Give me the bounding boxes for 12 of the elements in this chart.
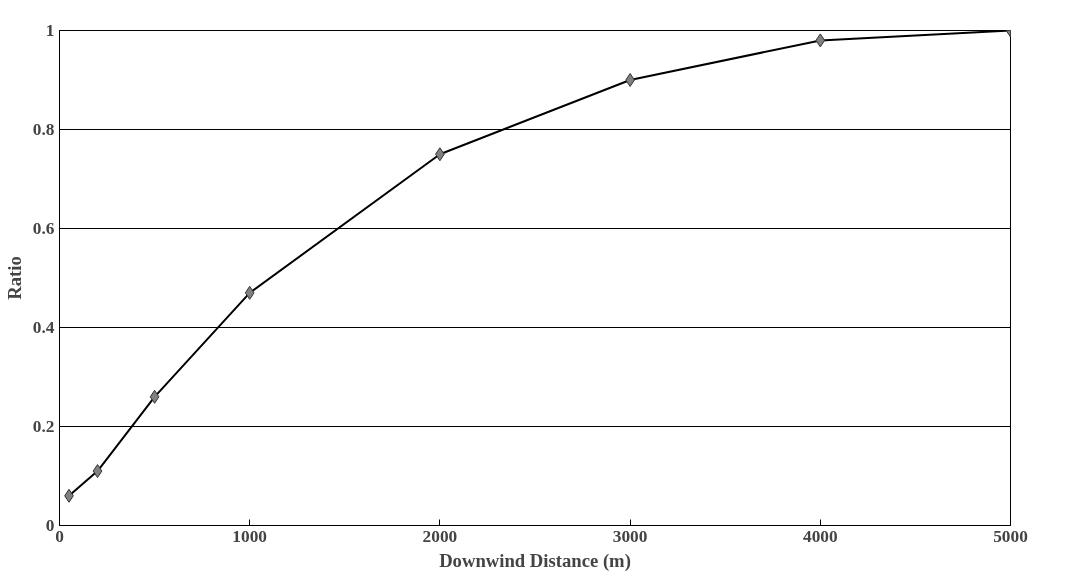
x-tick-label: 4000 <box>802 526 838 546</box>
x-tick-label: 1000 <box>232 526 268 546</box>
x-tick-label: 2000 <box>422 526 458 546</box>
y-tick-label: 1 <box>45 21 55 40</box>
y-axis-title: Ratio <box>3 256 25 300</box>
x-axis-title: Downwind Distance (m) <box>439 549 631 572</box>
x-tick-label: 5000 <box>993 526 1028 546</box>
y-tick-label: 0.2 <box>32 417 55 436</box>
y-tick-label: 0.8 <box>32 120 55 139</box>
y-tick-label: 0.4 <box>32 318 55 337</box>
x-tick-label: 3000 <box>612 526 648 546</box>
y-tick-label: 0.6 <box>32 219 55 238</box>
